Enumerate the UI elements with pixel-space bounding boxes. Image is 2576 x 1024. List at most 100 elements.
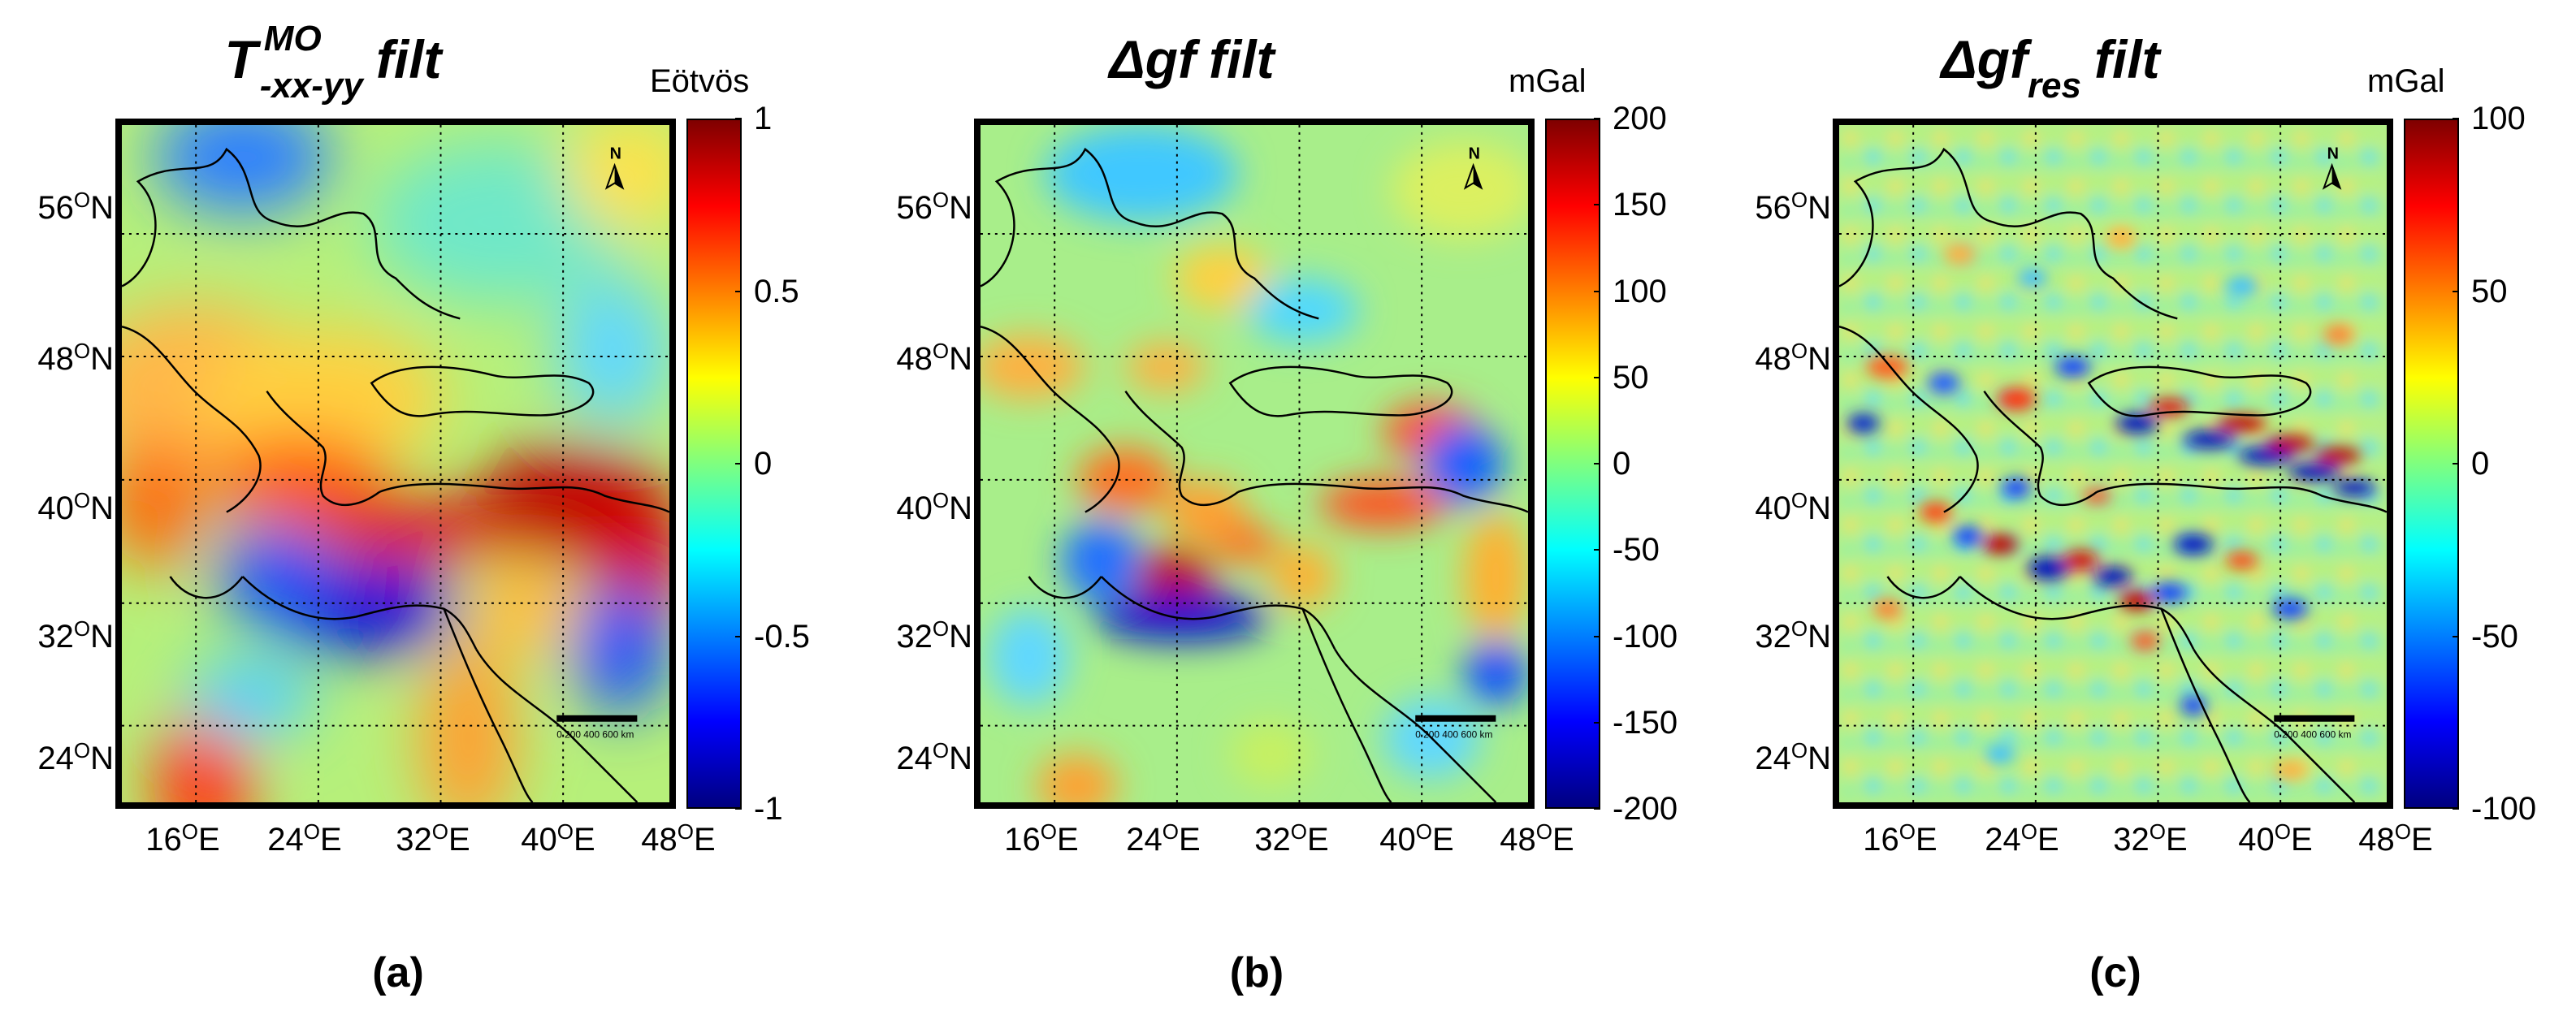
- panel-a: T MO -xx-yy filt Eötvös: [0, 0, 859, 1024]
- map-frame: 0 200 400 600 km N: [115, 119, 676, 809]
- lat-label: 40ON: [896, 488, 972, 526]
- svg-text:0 200 400 600 km: 0 200 400 600 km: [556, 729, 634, 741]
- colorbar-tick-mark: [735, 463, 742, 464]
- lon-label: 32OE: [2113, 819, 2188, 858]
- lon-label: 24OE: [1985, 819, 2059, 858]
- lon-label: 32OE: [1254, 819, 1329, 858]
- lat-label: 56ON: [896, 188, 972, 226]
- title-sub: -xx-yy: [259, 66, 363, 106]
- title-sub: res: [2027, 66, 2082, 106]
- colorbar-tick-label: -100: [2471, 791, 2537, 827]
- colorbar-tick-mark: [2453, 808, 2459, 810]
- svg-text:0 200 400 600 km: 0 200 400 600 km: [2274, 729, 2351, 741]
- lat-label: 32ON: [896, 616, 972, 655]
- panel-label: (b): [1229, 949, 1284, 996]
- lon-label: 48OE: [641, 819, 716, 858]
- colorbar-tick-label: -0.5: [754, 618, 810, 655]
- lat-label: 24ON: [1755, 738, 1831, 776]
- colorbar: [1545, 119, 1600, 809]
- colorbar-tick-mark: [1594, 290, 1600, 292]
- colorbar-tick-label: -1: [754, 791, 783, 827]
- lon-label: 48OE: [1500, 819, 1574, 858]
- lon-label: 24OE: [1126, 819, 1201, 858]
- title-main: T: [224, 29, 258, 89]
- colorbar-tick-mark: [1594, 204, 1600, 206]
- svg-text:0 200 400 600 km: 0 200 400 600 km: [1415, 729, 1492, 741]
- panel-label: (c): [2089, 949, 2141, 996]
- panel-label: (a): [372, 949, 424, 996]
- panel-c: Δgfres filt mGal: [1717, 0, 2576, 1024]
- colorbar-tick-mark: [1594, 721, 1600, 724]
- lat-label: 48ON: [1755, 339, 1831, 377]
- colorbar-tick-mark: [2453, 635, 2459, 637]
- colorbar-tick-label: -100: [1613, 618, 1678, 655]
- colorbar-tick-label: 50: [1613, 359, 1649, 395]
- colorbar-tick-label: 0: [754, 446, 773, 482]
- map-image: 0 200 400 600 km N: [1839, 125, 2387, 802]
- svg-text:N: N: [2327, 145, 2339, 163]
- svg-text:N: N: [1469, 145, 1480, 163]
- colorbar-tick-mark: [1594, 635, 1600, 637]
- colorbar: [2404, 119, 2459, 809]
- lon-label: 16OE: [1863, 819, 1937, 858]
- colorbar: [686, 119, 742, 809]
- colorbar-tick-label: 200: [1613, 101, 1667, 136]
- panel-title: Δgf filt: [916, 15, 1468, 104]
- colorbar-tick-label: -150: [1613, 704, 1678, 741]
- north-arrow-icon: N: [604, 145, 625, 190]
- title-main: Δgf: [1941, 29, 2028, 89]
- colorbar-tick-mark: [1594, 118, 1600, 119]
- lon-label: 16OE: [1004, 819, 1079, 858]
- colorbar-tick-mark: [2453, 290, 2459, 292]
- colorbar-tick-label: 150: [1613, 187, 1667, 223]
- lon-label: 16OE: [145, 819, 220, 858]
- colorbar-tick-mark: [735, 118, 742, 119]
- title-rest: filt: [2094, 29, 2160, 89]
- lon-label: 40OE: [1379, 819, 1454, 858]
- colorbar-tick-label: 100: [2471, 101, 2526, 136]
- map-frame: 0 200 400 600 km N: [1833, 119, 2393, 809]
- lon-label: 32OE: [396, 819, 470, 858]
- map-image: 0 200 400 600 km N: [122, 125, 669, 802]
- colorbar-tick-mark: [735, 290, 742, 292]
- colorbar-tick-mark: [2453, 118, 2459, 119]
- title-rest: filt: [1208, 29, 1275, 89]
- scale-bar: 0 200 400 600 km: [556, 715, 638, 741]
- lon-label: 48OE: [2358, 819, 2433, 858]
- lat-label: 56ON: [1755, 188, 1831, 226]
- north-arrow-icon: N: [2322, 145, 2342, 190]
- colorbar-tick-mark: [1594, 376, 1600, 378]
- colorbar-tick-label: -50: [2471, 618, 2518, 655]
- panel-title: Δgfres filt: [1774, 15, 2327, 106]
- title-sup: MO: [263, 19, 322, 58]
- lat-label: 24ON: [37, 738, 114, 776]
- lat-label: 40ON: [1755, 488, 1831, 526]
- title-rest: filt: [375, 29, 442, 89]
- colorbar-unit: Eötvös: [650, 63, 750, 99]
- panel-b: Δgf filt mGal: [859, 0, 1717, 1024]
- map-image: 0 200 400 600 km N: [981, 125, 1528, 802]
- colorbar-tick-label: 50: [2471, 273, 2508, 309]
- colorbar-tick-label: -200: [1613, 791, 1678, 827]
- lat-label: 48ON: [37, 339, 114, 377]
- lat-label: 32ON: [37, 616, 114, 655]
- colorbar-tick-mark: [735, 808, 742, 810]
- lat-label: 40ON: [37, 488, 114, 526]
- scale-bar: 0 200 400 600 km: [2274, 715, 2355, 741]
- colorbar-tick-label: 1: [754, 101, 773, 136]
- colorbar-tick-label: 0: [2471, 446, 2490, 482]
- colorbar-tick-label: -50: [1613, 532, 1660, 568]
- north-arrow-icon: N: [1463, 145, 1483, 190]
- lat-label: 48ON: [896, 339, 972, 377]
- lon-label: 40OE: [2238, 819, 2313, 858]
- colorbar-tick-mark: [1594, 463, 1600, 464]
- lat-label: 32ON: [1755, 616, 1831, 655]
- scale-bar: 0 200 400 600 km: [1415, 715, 1496, 741]
- colorbar-tick-mark: [2453, 463, 2459, 464]
- colorbar-tick-label: 0: [1613, 446, 1631, 482]
- colorbar-unit: mGal: [2367, 63, 2445, 99]
- colorbar-tick-mark: [1594, 808, 1600, 810]
- lat-label: 24ON: [896, 738, 972, 776]
- svg-text:N: N: [610, 145, 621, 163]
- lat-label: 56ON: [37, 188, 114, 226]
